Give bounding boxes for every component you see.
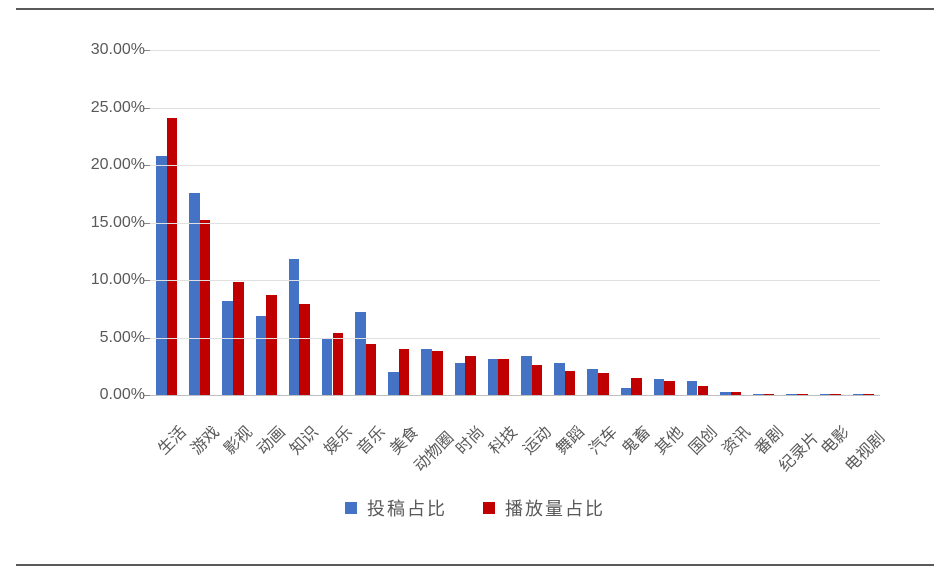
bar xyxy=(355,312,366,395)
bar xyxy=(222,301,233,395)
bar xyxy=(863,394,874,395)
x-axis-label: 影视 xyxy=(217,419,257,459)
bar xyxy=(720,392,731,395)
gridline xyxy=(150,165,880,166)
bar xyxy=(698,386,709,395)
bar xyxy=(532,365,543,395)
bar xyxy=(797,394,808,395)
gridline xyxy=(150,50,880,51)
bar xyxy=(167,118,178,395)
bar xyxy=(587,369,598,395)
bar xyxy=(233,282,244,395)
bar xyxy=(753,394,764,395)
top-rule xyxy=(16,8,934,10)
x-axis-labels: 生活游戏影视动画知识娱乐音乐美食动物圈时尚科技运动舞蹈汽车鬼畜其他国创资讯番剧纪… xyxy=(150,400,880,500)
bar xyxy=(266,295,277,395)
gridline xyxy=(150,280,880,281)
bar xyxy=(565,371,576,395)
legend-item: 播放量占比 xyxy=(483,495,605,521)
legend-item: 投稿占比 xyxy=(345,495,447,521)
bar xyxy=(299,304,310,395)
legend-swatch xyxy=(483,502,495,514)
x-axis-label: 游戏 xyxy=(184,419,224,459)
y-axis-label: 15.00% xyxy=(60,214,145,232)
bar xyxy=(664,381,675,395)
bar xyxy=(853,394,864,395)
bar xyxy=(421,349,432,395)
bar xyxy=(399,349,410,395)
bar xyxy=(820,394,831,395)
bar xyxy=(786,394,797,395)
y-axis-label: 5.00% xyxy=(60,329,145,347)
bar xyxy=(621,388,632,395)
bar xyxy=(256,316,267,395)
bar xyxy=(764,394,775,395)
bar xyxy=(388,372,399,395)
bar xyxy=(598,373,609,395)
bar xyxy=(366,344,377,395)
bar xyxy=(200,220,211,395)
grouped-bar-chart: 生活游戏影视动画知识娱乐音乐美食动物圈时尚科技运动舞蹈汽车鬼畜其他国创资讯番剧纪… xyxy=(60,40,890,520)
bar xyxy=(731,392,742,395)
x-axis-label: 知识 xyxy=(283,419,323,459)
y-axis-label: 20.00% xyxy=(60,156,145,174)
bar xyxy=(156,156,167,395)
y-axis-label: 25.00% xyxy=(60,99,145,117)
bottom-rule xyxy=(16,564,934,566)
bar xyxy=(455,363,466,395)
bar xyxy=(631,378,642,395)
gridline xyxy=(150,338,880,339)
x-axis-label: 音乐 xyxy=(350,419,390,459)
x-axis-label: 舞蹈 xyxy=(549,419,589,459)
x-axis-label: 国创 xyxy=(682,419,722,459)
bar xyxy=(333,333,344,395)
y-axis-label: 0.00% xyxy=(60,386,145,404)
bar xyxy=(830,394,841,395)
x-axis-label: 科技 xyxy=(482,419,522,459)
x-axis-label: 生活 xyxy=(151,419,191,459)
legend-label: 播放量占比 xyxy=(505,499,605,519)
x-axis-label: 运动 xyxy=(516,419,556,459)
x-axis-label: 娱乐 xyxy=(317,419,357,459)
y-axis-label: 30.00% xyxy=(60,41,145,59)
bar xyxy=(498,359,509,395)
bar xyxy=(654,379,665,395)
plot-area xyxy=(150,50,880,396)
x-axis-label: 动画 xyxy=(250,419,290,459)
bar xyxy=(554,363,565,395)
y-axis-label: 10.00% xyxy=(60,271,145,289)
bar xyxy=(687,381,698,395)
legend-label: 投稿占比 xyxy=(367,499,447,519)
bar xyxy=(521,356,532,395)
x-axis-label: 资讯 xyxy=(715,419,755,459)
bar xyxy=(488,359,499,395)
x-axis-label: 汽车 xyxy=(582,419,622,459)
bar xyxy=(465,356,476,395)
legend: 投稿占比 播放量占比 xyxy=(60,495,890,521)
x-axis-label: 其他 xyxy=(648,419,688,459)
gridline xyxy=(150,223,880,224)
bar xyxy=(432,351,443,395)
chart-frame: 生活游戏影视动画知识娱乐音乐美食动物圈时尚科技运动舞蹈汽车鬼畜其他国创资讯番剧纪… xyxy=(0,0,950,574)
legend-swatch xyxy=(345,502,357,514)
gridline xyxy=(150,108,880,109)
bar xyxy=(322,339,333,395)
x-axis-label: 鬼畜 xyxy=(615,419,655,459)
